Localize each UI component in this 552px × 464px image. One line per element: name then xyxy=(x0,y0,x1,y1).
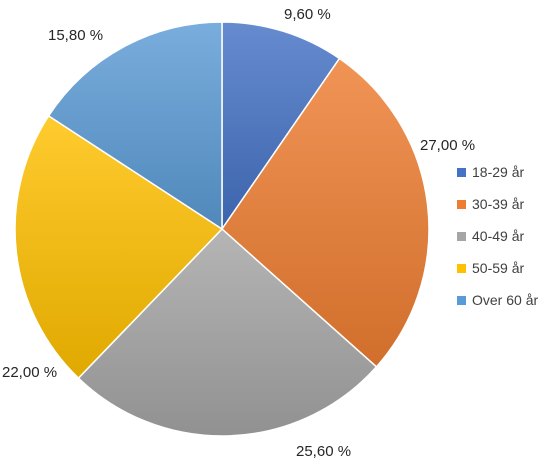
slice-label-40-49: 25,60 % xyxy=(296,443,352,460)
legend-label-30-39: 30-39 år xyxy=(472,196,525,212)
legend-label-over-60: Over 60 år xyxy=(472,292,539,308)
slice-label-30-39: 27,00 % xyxy=(420,137,476,154)
pie-slice-30-39 xyxy=(221,57,430,368)
legend-swatch-50-59 xyxy=(457,263,466,273)
legend-swatch-over-60 xyxy=(457,295,466,305)
legend-swatch-30-39 xyxy=(457,199,466,209)
legend-label-50-59: 50-59 år xyxy=(472,260,525,276)
pie-slice-50-59 xyxy=(14,114,224,380)
legend: 18-29 år 30-39 år 40-49 år 50-59 år Over… xyxy=(457,156,538,316)
legend-item-18-29: 18-29 år xyxy=(457,156,538,188)
legend-item-40-49: 40-49 år xyxy=(457,220,538,252)
legend-swatch-18-29 xyxy=(457,167,466,177)
legend-label-18-29: 18-29 år xyxy=(472,164,525,180)
legend-item-30-39: 30-39 år xyxy=(457,188,538,220)
legend-swatch-40-49 xyxy=(457,231,466,241)
slice-label-50-59: 22,00 % xyxy=(2,364,58,381)
pie-slice-40-49 xyxy=(77,227,378,437)
legend-label-40-49: 40-49 år xyxy=(472,228,525,244)
pie-slice-over-60 xyxy=(47,21,223,231)
pie-slice-18-29 xyxy=(221,21,341,232)
slice-label-over-60: 15,80 % xyxy=(48,27,104,44)
slice-label-18-29: 9,60 % xyxy=(284,6,331,23)
legend-item-over-60: Over 60 år xyxy=(457,284,538,316)
legend-item-50-59: 50-59 år xyxy=(457,252,538,284)
